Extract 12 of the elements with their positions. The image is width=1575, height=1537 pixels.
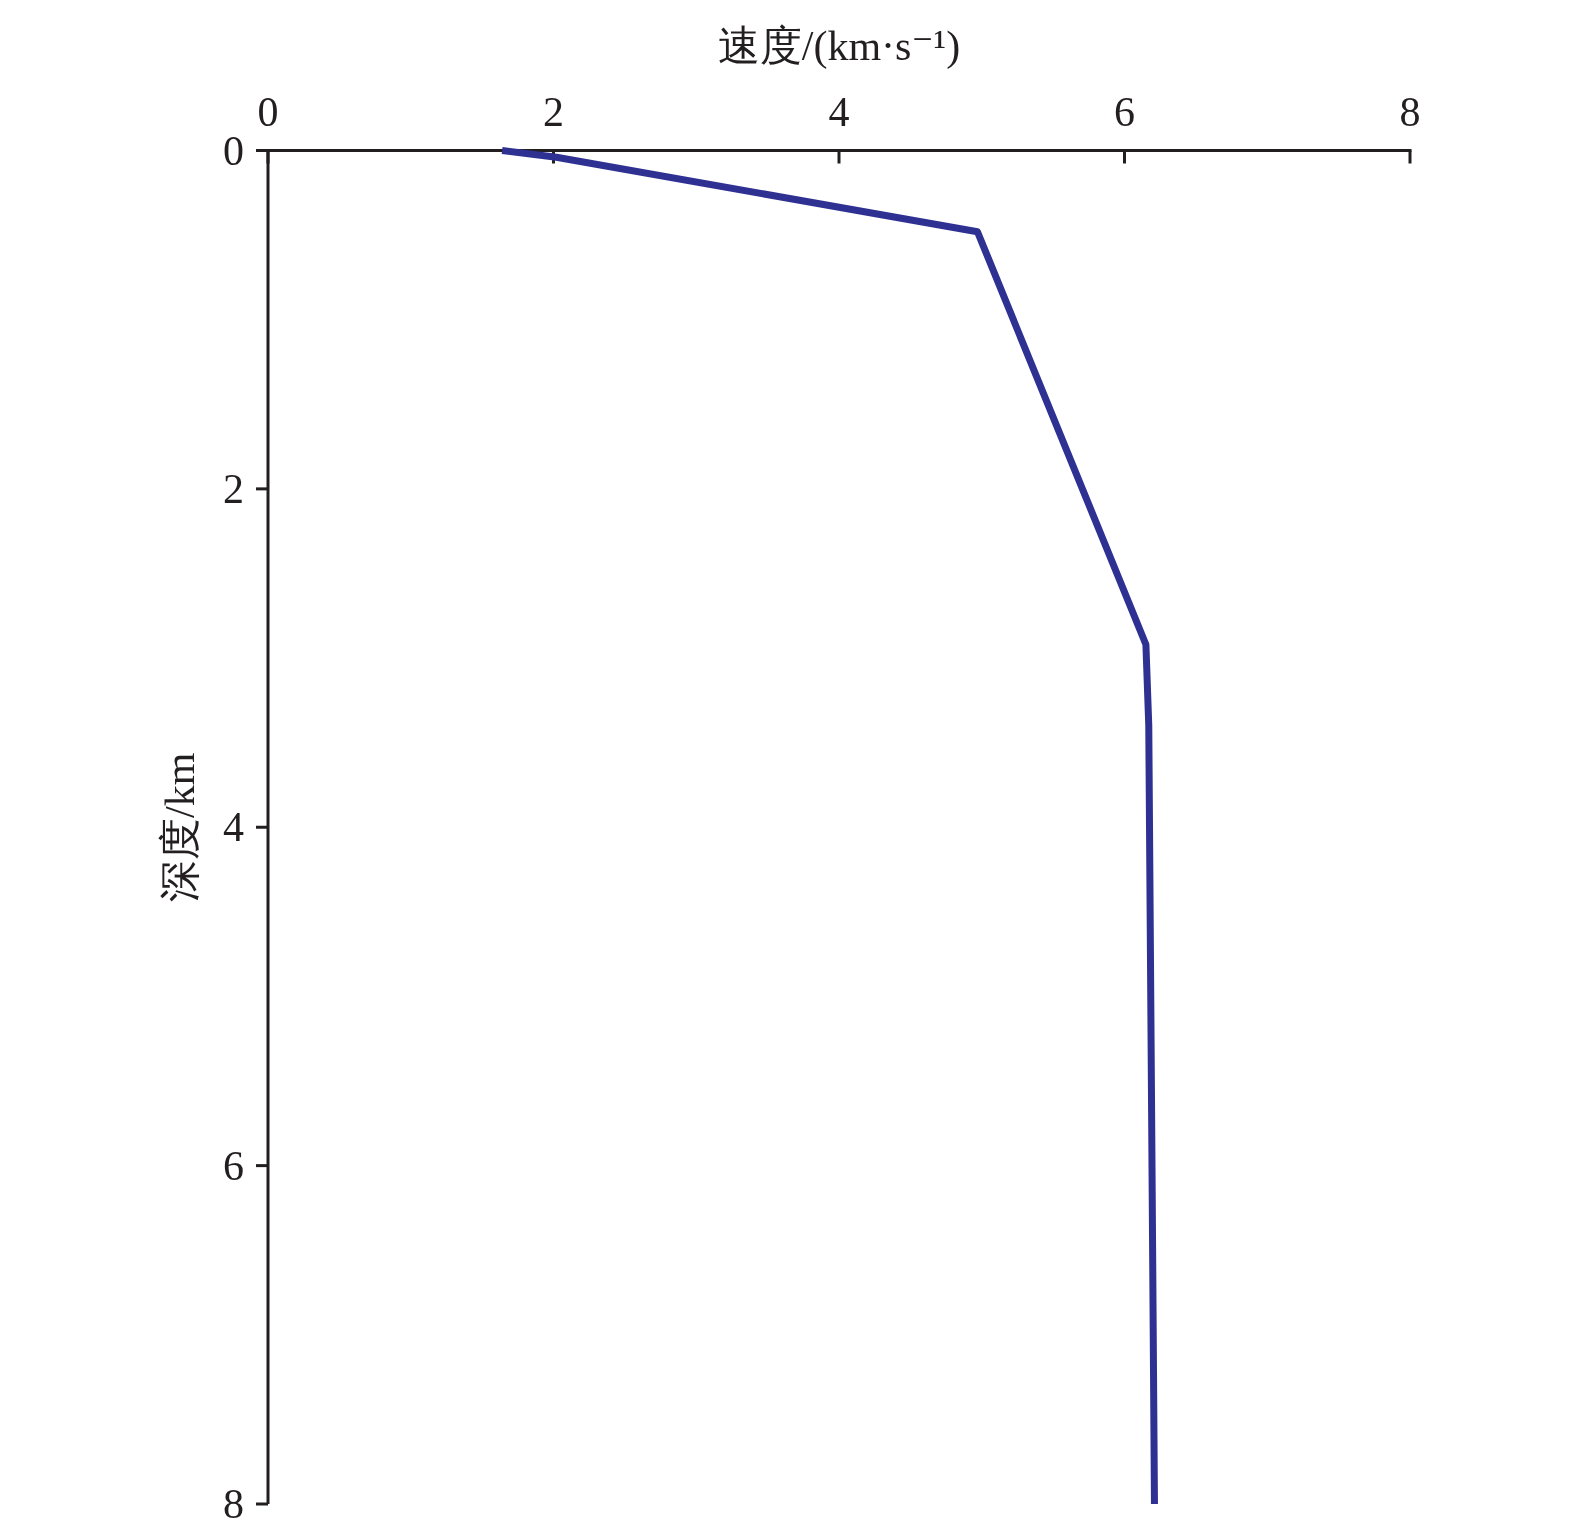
y-tick-label: 0	[223, 127, 244, 174]
x-tick-label: 0	[257, 89, 279, 135]
y-tick-label: 6	[223, 1142, 244, 1189]
x-tick-label: 4	[828, 89, 850, 135]
y-tick-label: 2	[223, 465, 244, 512]
y-axis-title: 深度/km	[157, 752, 203, 902]
y-tick-label: 4	[223, 804, 244, 851]
x-tick-label: 6	[1114, 89, 1135, 135]
x-axis-title: 速度/(km·s⁻¹)	[717, 23, 961, 70]
y-tick-label: 8	[223, 1481, 244, 1527]
x-tick-label: 2	[543, 89, 564, 135]
x-tick-label: 8	[1399, 89, 1421, 135]
